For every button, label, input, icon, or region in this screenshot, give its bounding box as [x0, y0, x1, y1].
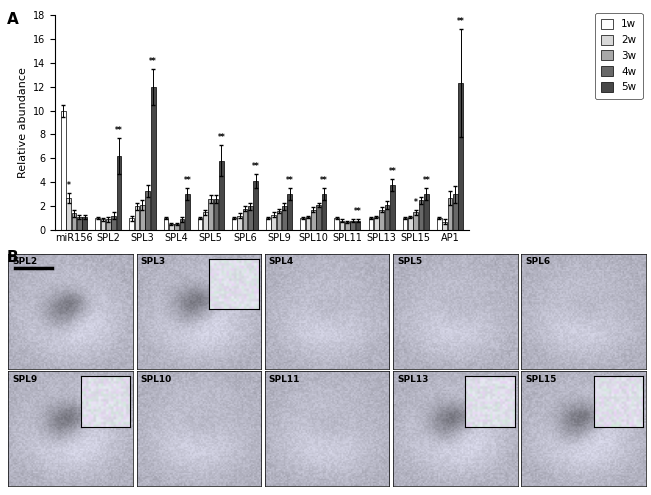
- Bar: [300, 218, 305, 230]
- Bar: [72, 213, 76, 230]
- Bar: [77, 217, 82, 230]
- Bar: [277, 211, 281, 230]
- Text: SPL2: SPL2: [12, 257, 37, 266]
- Bar: [61, 110, 66, 230]
- Bar: [419, 200, 423, 230]
- Bar: [345, 222, 350, 230]
- Bar: [374, 217, 379, 230]
- Bar: [408, 217, 413, 230]
- Bar: [413, 212, 418, 230]
- Legend: 1w, 2w, 3w, 4w, 5w: 1w, 2w, 3w, 4w, 5w: [595, 13, 643, 99]
- Bar: [340, 221, 344, 230]
- Bar: [203, 212, 208, 230]
- Text: SPL6: SPL6: [525, 257, 550, 266]
- Bar: [214, 199, 219, 230]
- Bar: [288, 195, 292, 230]
- Text: SPL13: SPL13: [397, 375, 428, 384]
- Bar: [106, 219, 111, 230]
- Bar: [282, 206, 287, 230]
- Text: **: **: [217, 133, 225, 142]
- Text: SPL9: SPL9: [12, 375, 38, 384]
- Bar: [350, 221, 355, 230]
- Text: **: **: [320, 176, 328, 185]
- Bar: [335, 218, 339, 230]
- Bar: [322, 195, 326, 230]
- Text: SPL3: SPL3: [141, 257, 165, 266]
- Text: **: **: [354, 207, 362, 216]
- Bar: [180, 219, 184, 230]
- Text: SPL10: SPL10: [141, 375, 172, 384]
- Text: SPL4: SPL4: [269, 257, 294, 266]
- Bar: [271, 215, 276, 230]
- Bar: [448, 198, 452, 230]
- Text: **: **: [149, 57, 157, 66]
- Bar: [368, 218, 373, 230]
- Text: **: **: [184, 176, 191, 185]
- Bar: [248, 206, 253, 230]
- Text: **: **: [457, 17, 465, 26]
- Text: SPL11: SPL11: [269, 375, 300, 384]
- Bar: [95, 218, 100, 230]
- Text: A: A: [7, 12, 18, 27]
- Text: **: **: [115, 126, 123, 135]
- Bar: [458, 83, 463, 230]
- Bar: [390, 185, 395, 230]
- Bar: [311, 210, 316, 230]
- Text: SPL15: SPL15: [525, 375, 557, 384]
- Bar: [140, 205, 145, 230]
- Bar: [316, 205, 321, 230]
- Bar: [111, 216, 116, 230]
- Bar: [453, 195, 458, 230]
- Bar: [101, 219, 105, 230]
- Bar: [117, 156, 121, 230]
- Text: B: B: [7, 250, 18, 265]
- Bar: [174, 224, 179, 230]
- Text: **: **: [286, 176, 294, 185]
- Bar: [424, 195, 429, 230]
- Bar: [198, 218, 202, 230]
- Bar: [145, 191, 150, 230]
- Bar: [232, 218, 236, 230]
- Bar: [385, 205, 389, 230]
- Text: **: **: [389, 167, 396, 176]
- Text: *: *: [414, 198, 418, 207]
- Bar: [305, 217, 311, 230]
- Bar: [356, 221, 361, 230]
- Y-axis label: Relative abundance: Relative abundance: [18, 67, 28, 178]
- Bar: [83, 217, 87, 230]
- Bar: [151, 87, 156, 230]
- Text: SPL5: SPL5: [397, 257, 422, 266]
- Bar: [266, 218, 271, 230]
- Bar: [243, 209, 247, 230]
- Text: **: **: [252, 162, 260, 171]
- Bar: [163, 218, 168, 230]
- Bar: [208, 199, 213, 230]
- Bar: [380, 210, 384, 230]
- Text: *: *: [67, 181, 71, 190]
- Text: **: **: [422, 176, 430, 185]
- Bar: [403, 218, 408, 230]
- Bar: [185, 195, 189, 230]
- Bar: [437, 218, 441, 230]
- Bar: [135, 206, 139, 230]
- Bar: [253, 181, 258, 230]
- Bar: [237, 216, 242, 230]
- Bar: [219, 161, 224, 230]
- Bar: [66, 198, 71, 230]
- Bar: [130, 218, 134, 230]
- Bar: [169, 224, 174, 230]
- Bar: [442, 222, 447, 230]
